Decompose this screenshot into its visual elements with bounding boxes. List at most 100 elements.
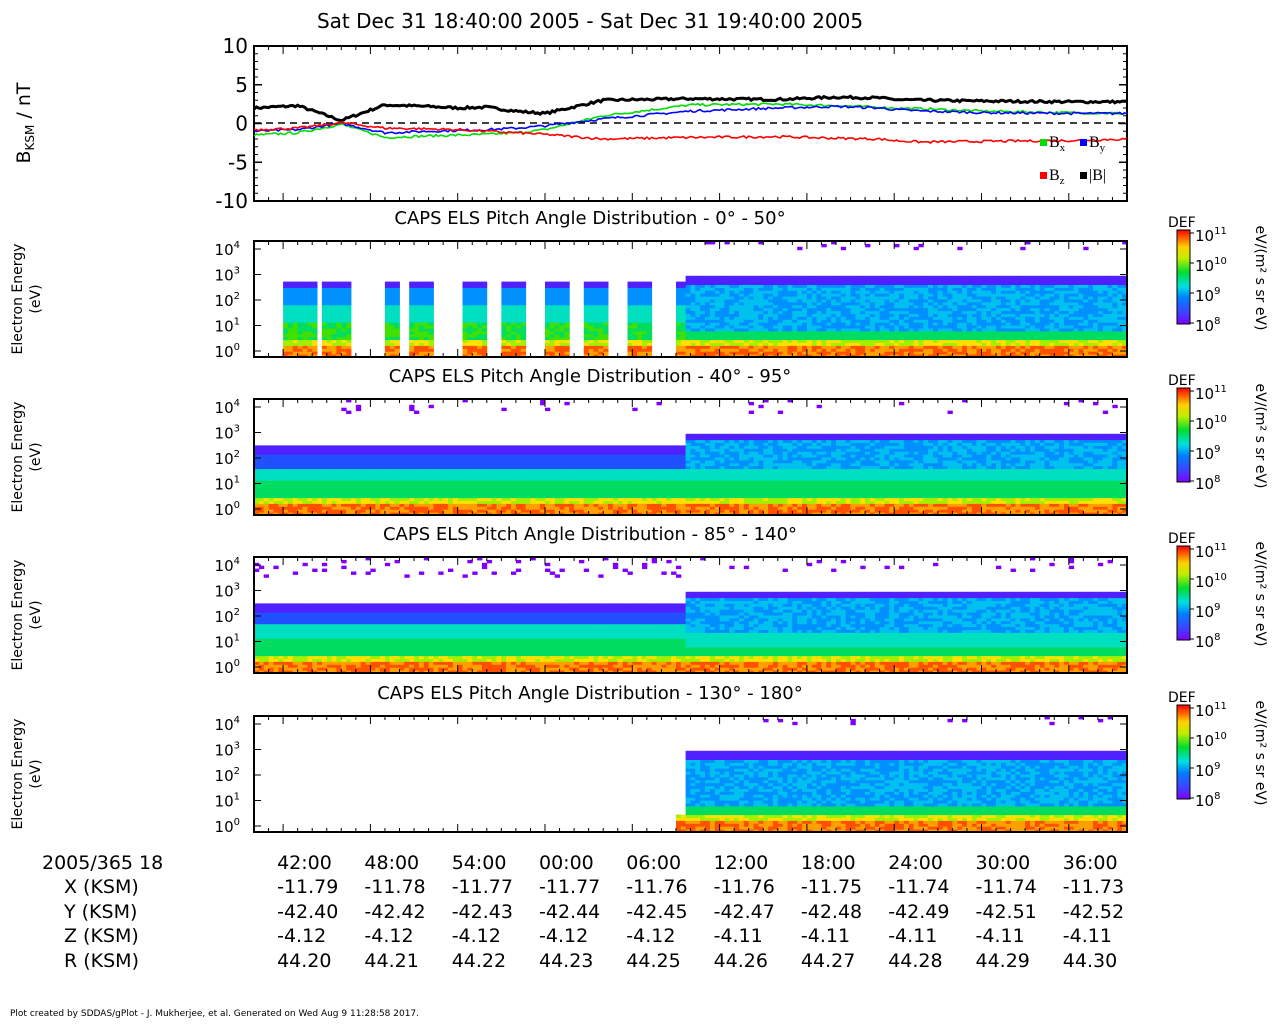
spectrogram-cell xyxy=(321,459,328,464)
spectrogram-cell xyxy=(564,281,570,285)
spectrogram-cell xyxy=(976,301,982,306)
spectrogram-cell xyxy=(297,304,303,309)
spectrogram-cell xyxy=(418,290,425,294)
spectrogram-cell xyxy=(734,287,740,291)
spectrogram-cell xyxy=(1049,299,1055,303)
spectrogram-cell xyxy=(899,319,905,323)
spectrogram-cell xyxy=(1102,328,1109,332)
spectrogram-cell xyxy=(855,296,861,300)
spectrogram-cell xyxy=(409,494,415,499)
spectrogram-cell xyxy=(598,316,604,320)
spectrogram-cell xyxy=(913,296,919,300)
spectrogram-cell xyxy=(394,480,400,484)
spectrogram-cell xyxy=(1112,333,1118,338)
spectrogram-cell xyxy=(962,336,968,341)
spectrogram-cell xyxy=(1117,304,1123,309)
spectrogram-cell xyxy=(637,339,643,343)
spectrogram-cell xyxy=(865,310,871,314)
spectrogram-cell xyxy=(297,468,303,472)
spectrogram-cell xyxy=(792,301,798,306)
spectrogram-cell xyxy=(840,296,847,300)
spectrogram-cell xyxy=(777,284,784,288)
spectrogram-cell xyxy=(549,333,556,338)
spectrogram-cell xyxy=(942,333,948,338)
spectrogram-cell xyxy=(913,313,919,317)
spectrogram-cell xyxy=(554,310,560,314)
spectrogram-cell xyxy=(506,310,512,314)
spectrogram-cell xyxy=(739,328,745,332)
spectrogram-cell xyxy=(889,310,895,314)
spectrogram-cell xyxy=(384,483,391,487)
spectrogram-cell xyxy=(307,459,313,464)
spectrogram-cell xyxy=(1000,293,1007,297)
spectrogram-cell xyxy=(297,328,303,332)
spectrogram-cell xyxy=(1030,325,1036,329)
spectrogram-cell xyxy=(719,330,725,335)
spectrogram-cell xyxy=(884,290,890,294)
spectrogram-cell xyxy=(879,333,885,338)
spectrogram-cell xyxy=(700,290,706,294)
spectrogram-cell xyxy=(336,471,342,475)
spectrogram-cell xyxy=(743,290,750,294)
spectrogram-cell xyxy=(268,459,274,464)
spectrogram-cell xyxy=(1030,328,1036,332)
spectrogram-cell xyxy=(380,494,386,499)
spectrogram-cell xyxy=(593,354,599,358)
spectrogram-cell xyxy=(719,290,725,294)
spectrogram-cell xyxy=(777,319,784,323)
spectrogram-cell xyxy=(782,325,788,329)
spectrogram-cell xyxy=(889,316,895,320)
spectrogram-cell xyxy=(947,293,953,297)
spectrogram-cell xyxy=(714,319,721,323)
spectrogram-cell xyxy=(481,313,488,317)
spectrogram-cell xyxy=(1112,354,1118,358)
spectrogram-cell xyxy=(923,333,929,338)
spectrogram-cell xyxy=(792,284,798,288)
spectrogram-cell xyxy=(1068,275,1075,280)
spectrogram-cell xyxy=(758,322,764,326)
spectrogram-cell xyxy=(860,328,866,332)
spectrogram-cell xyxy=(467,328,473,332)
spectrogram-cell xyxy=(802,275,808,280)
spectrogram-cell xyxy=(564,325,570,329)
spectrogram-cell xyxy=(477,351,483,355)
spectrogram-cell xyxy=(355,451,362,455)
spectrogram-cell xyxy=(690,339,696,343)
spectrogram-cell xyxy=(326,457,333,461)
spectrogram-cell xyxy=(317,491,323,496)
spectrogram-cell xyxy=(889,339,895,343)
spectrogram-cell xyxy=(772,301,779,306)
spectrogram-cell xyxy=(826,307,832,312)
spectrogram-cell xyxy=(603,348,609,352)
spectrogram-cell xyxy=(292,454,299,458)
spectrogram-cell xyxy=(593,299,599,303)
spectrogram-cell xyxy=(375,468,381,472)
spectrogram-cell xyxy=(418,330,425,335)
spectrogram-cell xyxy=(685,296,691,300)
spectrogram-cell xyxy=(598,307,604,312)
spectrogram-cell xyxy=(1025,316,1031,320)
spectrogram-cell xyxy=(302,468,308,472)
spectrogram-cell xyxy=(418,316,425,320)
spectrogram-cell xyxy=(399,506,405,510)
spectrogram-cell xyxy=(365,445,371,449)
spectrogram-cell xyxy=(933,354,939,358)
spectrogram-cell xyxy=(826,345,832,349)
spectrogram-cell xyxy=(1063,307,1070,312)
spectrogram-cell xyxy=(976,310,982,314)
spectrogram-cell xyxy=(346,336,352,341)
spectrogram-cell xyxy=(283,488,289,493)
spectrogram-cell xyxy=(418,325,425,329)
spectrogram-cell xyxy=(816,313,822,317)
spectrogram-cell xyxy=(768,354,774,358)
spectrogram-cell xyxy=(1068,336,1075,341)
spectrogram-cell xyxy=(792,319,798,323)
spectrogram-cell xyxy=(792,304,798,309)
spectrogram-cell xyxy=(918,275,924,280)
spectrogram-cell xyxy=(966,290,973,294)
spectrogram-cell xyxy=(341,509,347,513)
spectrogram-cell xyxy=(341,325,347,329)
spectrogram-cell xyxy=(952,310,958,314)
spectrogram-cell xyxy=(331,287,337,291)
spectrogram-cell xyxy=(331,284,337,288)
